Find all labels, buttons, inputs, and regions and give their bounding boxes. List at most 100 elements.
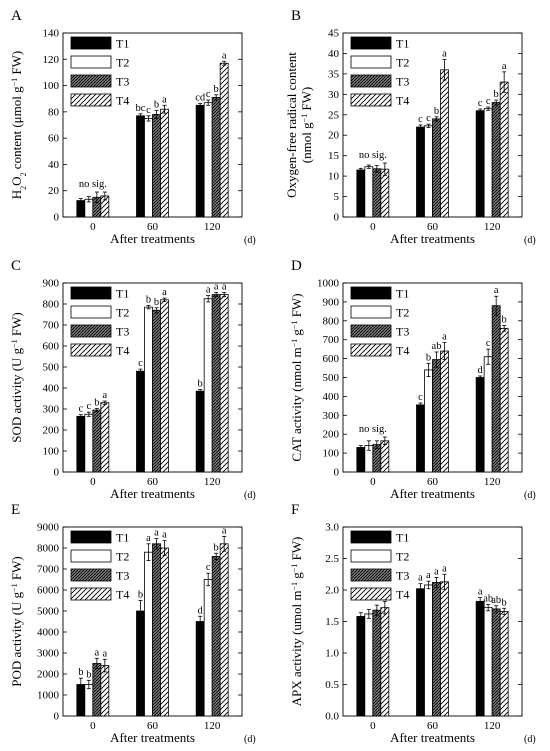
bar-t3 [92,409,102,473]
significance-letter: a [222,281,227,292]
bar-t1 [356,616,366,717]
significance-letter: a [214,281,219,292]
bar-t1 [136,115,145,218]
x-tick-label: 120 [484,221,501,233]
significance-letter: bc [136,103,146,114]
x-axis-unit: (d) [524,734,536,745]
significance-letter: b [198,378,203,389]
bar-t2 [364,613,374,717]
legend-entry: T3 [116,325,129,339]
y-tick-label: 800 [43,299,60,311]
bar-t3 [211,97,221,218]
legend-swatch-t3 [350,324,392,338]
significance-letter: c [78,404,83,415]
panel-e: E 0 1000 2000 3000 4000 5000 6000 7000 8000 9000 0 b… [9,502,256,745]
legend-entry: T3 [396,75,409,89]
y-axis-label: H2O2 content (μmol g−1 FW) [9,51,28,199]
bar-t2 [483,356,493,473]
y-axis-label: APX activity (umol m−1 g−1 FW) [289,537,304,707]
bar-t1 [416,404,425,473]
y-axis-label-part: FW) [289,293,304,320]
bar-t2 [144,118,153,218]
bar-t1 [416,588,425,717]
bar-t3 [491,102,501,218]
x-tick-label: 0 [90,221,96,233]
significance-letter: ab [432,341,442,352]
x-tick-label: 120 [204,221,221,233]
significance-letter: b [426,352,431,363]
significance-letter: b [502,597,507,608]
y-axis-label-part: g [289,572,304,582]
y-tick-label: 120 [43,54,60,66]
legend-swatch-t2 [350,305,392,319]
bar-t4 [499,81,509,218]
significance-note: no sig. [359,424,387,435]
bar-t2 [203,102,213,218]
y-axis-label-part: H [9,190,24,199]
x-tick-label: 60 [147,720,159,732]
panel-label: D [291,258,302,274]
significance-letter: c [426,113,431,124]
legend-swatch-t4 [70,93,112,107]
x-axis-label: After treatments [110,486,195,501]
x-tick-label: 60 [147,221,159,233]
x-tick-label: 60 [147,476,159,488]
y-tick-label: 60 [48,133,60,145]
bar-t3 [372,168,382,218]
y-tick-label: 400 [323,391,340,403]
bar-t2 [483,607,493,717]
y-tick-label: 600 [323,353,340,365]
bar-t3 [491,305,501,473]
bar-t4 [100,665,110,717]
x-axis-label: After treatments [390,730,475,745]
significance-letter: b [434,106,439,117]
bar-t4 [160,108,169,218]
significance-letter: ab [491,595,501,606]
y-tick-label: 100 [323,448,340,460]
significance-letter: a [154,528,159,539]
legend-entry: T1 [396,531,409,545]
y-tick-label: 300 [323,410,340,422]
legend-entry: T4 [116,588,129,602]
legend-entry: T4 [116,94,129,108]
significance-letter: a [434,566,439,577]
y-tick-label: 3.0 [325,522,339,534]
y-axis-label: POD activity (U g−1 FW) [9,556,24,687]
legend-entry: T4 [396,94,409,108]
significance-letter: c [86,401,91,412]
y-tick-label: 2000 [37,669,60,681]
x-axis-label: After treatments [390,231,475,246]
significance-letter: a [478,587,483,598]
bar-t4 [380,440,390,473]
legend-swatch-t3 [70,324,112,338]
bar-t3 [152,309,161,473]
significance-note: no sig. [79,179,107,190]
y-axis-label-part: CAT activity (nmol m [289,347,304,461]
significance-letter: c [478,98,483,109]
significance-letter: b [146,294,151,305]
bar-t4 [160,547,169,717]
bar-t1 [76,415,86,473]
bar-t3 [152,543,161,717]
legend-entry: T3 [116,569,129,583]
legend-entry: T3 [116,75,129,89]
y-tick-label: 1.0 [325,648,339,660]
bar-t3 [211,294,221,473]
significance-letter: b [154,297,159,308]
bar-t4 [440,350,449,473]
y-tick-label: 200 [43,425,60,437]
bar-t2 [424,369,433,473]
y-axis-label: (nmol g−1 FW) [299,87,314,163]
y-tick-label: 400 [43,383,60,395]
y-tick-label: 600 [43,341,60,353]
y-tick-label: 140 [43,28,60,40]
legend-swatch-t4 [350,587,392,601]
y-axis-label: SOD activity (U g−1 FW) [9,312,24,443]
legend-swatch-t2 [70,549,112,563]
significance-letter: c [418,392,423,403]
significance-letter: c [138,358,143,369]
y-tick-label: 25 [328,109,340,121]
